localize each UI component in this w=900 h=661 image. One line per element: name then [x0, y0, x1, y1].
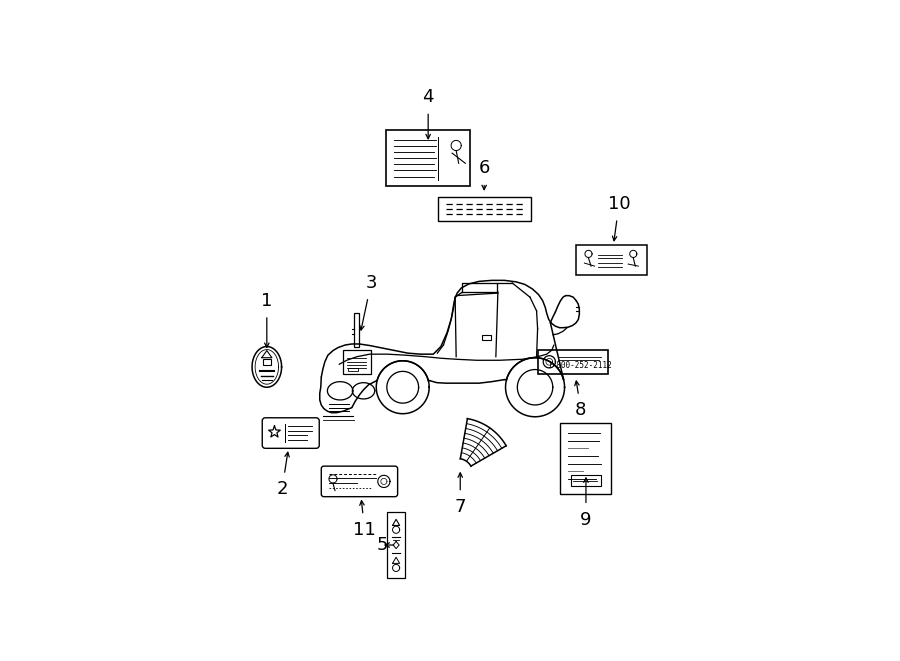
- Text: 1-800-252-2112: 1-800-252-2112: [547, 361, 612, 370]
- Text: 10: 10: [608, 195, 630, 213]
- FancyBboxPatch shape: [387, 512, 405, 578]
- Text: 11: 11: [353, 521, 376, 539]
- FancyBboxPatch shape: [321, 466, 398, 496]
- Text: 4: 4: [422, 88, 434, 106]
- FancyBboxPatch shape: [386, 130, 470, 186]
- Text: 8: 8: [575, 401, 587, 419]
- Text: 5: 5: [376, 536, 388, 554]
- Text: 7: 7: [454, 498, 466, 516]
- FancyBboxPatch shape: [482, 335, 490, 340]
- FancyBboxPatch shape: [561, 423, 611, 494]
- FancyBboxPatch shape: [343, 350, 371, 373]
- Text: 6: 6: [479, 159, 490, 177]
- Text: 2: 2: [276, 480, 288, 498]
- FancyBboxPatch shape: [437, 197, 531, 221]
- FancyBboxPatch shape: [355, 313, 359, 346]
- FancyBboxPatch shape: [576, 245, 646, 275]
- FancyBboxPatch shape: [262, 418, 320, 448]
- FancyBboxPatch shape: [263, 360, 271, 365]
- Text: 1: 1: [261, 292, 273, 310]
- FancyBboxPatch shape: [347, 368, 358, 371]
- Text: 3: 3: [365, 274, 377, 292]
- FancyBboxPatch shape: [571, 475, 601, 486]
- FancyBboxPatch shape: [538, 350, 608, 373]
- Text: 9: 9: [580, 510, 591, 529]
